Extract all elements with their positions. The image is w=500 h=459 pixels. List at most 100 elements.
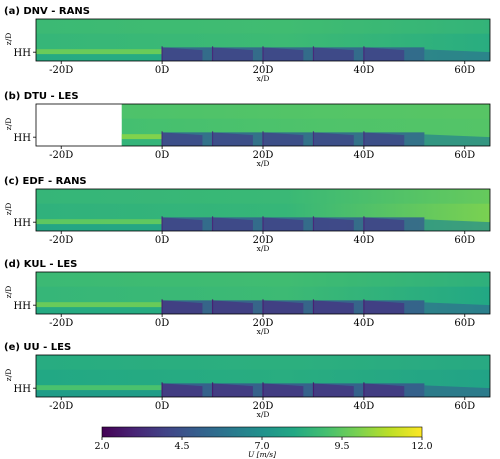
x-axis-label: x/D [257, 410, 270, 419]
x-tick-label: 60D [454, 235, 475, 246]
turbine-wake-4 [313, 383, 354, 397]
wake-recovery [424, 49, 490, 61]
turbine-wake-2 [212, 217, 253, 231]
turbine-wake-3 [263, 217, 304, 231]
x-tick-label: 40D [354, 401, 375, 412]
y-axis-label: z/D [4, 33, 13, 46]
y-tick-label: HH [14, 218, 32, 229]
colorbar-tick-label: 4.5 [174, 441, 189, 452]
turbine-wake-3 [263, 300, 304, 314]
inflow-band [36, 219, 163, 225]
turbine-wake-5 [363, 217, 405, 231]
panel-3: (c) EDF - RANS z/DHH -20D 0D 20D 40D 60D x/D [4, 176, 491, 253]
turbine-wake-4 [313, 300, 354, 314]
turbine-wake-2 [212, 383, 253, 397]
turbine-wake-5 [363, 132, 405, 146]
x-tick-label: 20D [253, 235, 274, 246]
x-tick-label: -20D [49, 65, 73, 76]
turbine-wake-1 [162, 47, 203, 61]
x-tick-label: 40D [354, 65, 375, 76]
turbine-wake-1 [162, 132, 203, 146]
colorbar-ticks: 2.0 4.5 7.0 9.5 12.0 [94, 437, 433, 452]
x-tick-label: -20D [49, 401, 73, 412]
x-tick-label: 40D [354, 150, 375, 161]
upper-layer [36, 355, 490, 370]
x-tick-label: 20D [253, 65, 274, 76]
panel-1: (a) DNV - RANS z/DHH -20D 0D 20D 40D 60D x/D [4, 6, 491, 83]
colorbar-label: U [m/s] [248, 450, 276, 459]
turbine-wake-1 [162, 300, 203, 314]
y-axis-label: z/D [4, 118, 13, 131]
colorbar-tick-label: 9.5 [334, 441, 349, 452]
turbine-wake-1 [162, 383, 203, 397]
y-tick-label: HH [14, 301, 32, 312]
wake-recovery [424, 134, 490, 146]
x-tick-label: 60D [454, 318, 475, 329]
x-tick-label: 0D [155, 318, 169, 329]
near-ground-band [36, 224, 163, 231]
panel-title: (e) UU - LES [4, 342, 71, 353]
panel-title: (a) DNV - RANS [4, 6, 90, 17]
wake-recovery [424, 302, 490, 314]
panel-4: (d) KUL - LES z/DHH -20D 0D 20D 40D 60D x/D [4, 259, 491, 336]
near-ground-band [121, 139, 163, 146]
x-tick-label: 0D [155, 401, 169, 412]
colorbar-tick-label: 2.0 [94, 441, 109, 452]
x-axis-label: x/D [257, 244, 270, 253]
y-axis-label: z/D [4, 203, 13, 216]
x-tick-label: 60D [454, 65, 475, 76]
panel-title: (b) DTU - LES [4, 91, 79, 102]
upper-layer [36, 272, 490, 287]
x-tick-label: 60D [454, 401, 475, 412]
wake-recovery [424, 385, 490, 397]
panel-2: (b) DTU - LES z/DHH -20D 0D 20D 40D 60D x/D [4, 91, 491, 168]
panel-title: (c) EDF - RANS [4, 176, 87, 187]
turbine-wake-3 [263, 383, 304, 397]
upper-layer [36, 19, 490, 34]
panel-title: (d) KUL - LES [4, 259, 77, 270]
colorbar-tick-label: 12.0 [411, 441, 432, 452]
y-tick-label: HH [14, 133, 32, 144]
x-axis-label: x/D [257, 159, 270, 168]
x-tick-label: 40D [354, 318, 375, 329]
x-tick-label: 60D [454, 150, 475, 161]
turbine-wake-5 [363, 383, 405, 397]
y-tick-label: HH [14, 384, 32, 395]
turbine-wake-3 [263, 47, 304, 61]
x-tick-label: -20D [49, 318, 73, 329]
turbine-wake-5 [363, 47, 405, 61]
turbine-wake-3 [263, 132, 304, 146]
colorbar-gradient [101, 426, 423, 438]
turbine-wake-2 [212, 300, 253, 314]
x-tick-label: 20D [253, 318, 274, 329]
x-tick-label: 20D [253, 150, 274, 161]
x-tick-label: 0D [155, 150, 169, 161]
near-ground-band [36, 307, 163, 314]
inflow-band [121, 134, 163, 140]
y-axis-label: z/D [4, 369, 13, 382]
turbine-wake-2 [212, 47, 253, 61]
y-tick-label: HH [14, 48, 32, 59]
x-tick-label: -20D [49, 150, 73, 161]
x-tick-label: 0D [155, 65, 169, 76]
x-axis-label: x/D [257, 327, 270, 336]
inflow-band [36, 49, 163, 55]
panel-5: (e) UU - LES z/DHH -20D 0D 20D 40D 60D x/D [4, 342, 491, 419]
turbine-wake-4 [313, 217, 354, 231]
upper-layer [121, 104, 490, 119]
near-ground-band [36, 54, 163, 61]
x-axis-label: x/D [257, 74, 270, 83]
x-tick-label: -20D [49, 235, 73, 246]
x-tick-label: 20D [253, 401, 274, 412]
turbine-wake-2 [212, 132, 253, 146]
x-tick-label: 0D [155, 235, 169, 246]
turbine-wake-1 [162, 217, 203, 231]
colorbar: 2.0 4.5 7.0 9.5 12.0 U [m/s] [94, 426, 433, 459]
colorbar-tick-label: 7.0 [254, 441, 269, 452]
inflow-band [36, 302, 163, 308]
upper-layer [36, 189, 490, 204]
turbine-wake-5 [363, 300, 405, 314]
turbine-wake-4 [313, 132, 354, 146]
